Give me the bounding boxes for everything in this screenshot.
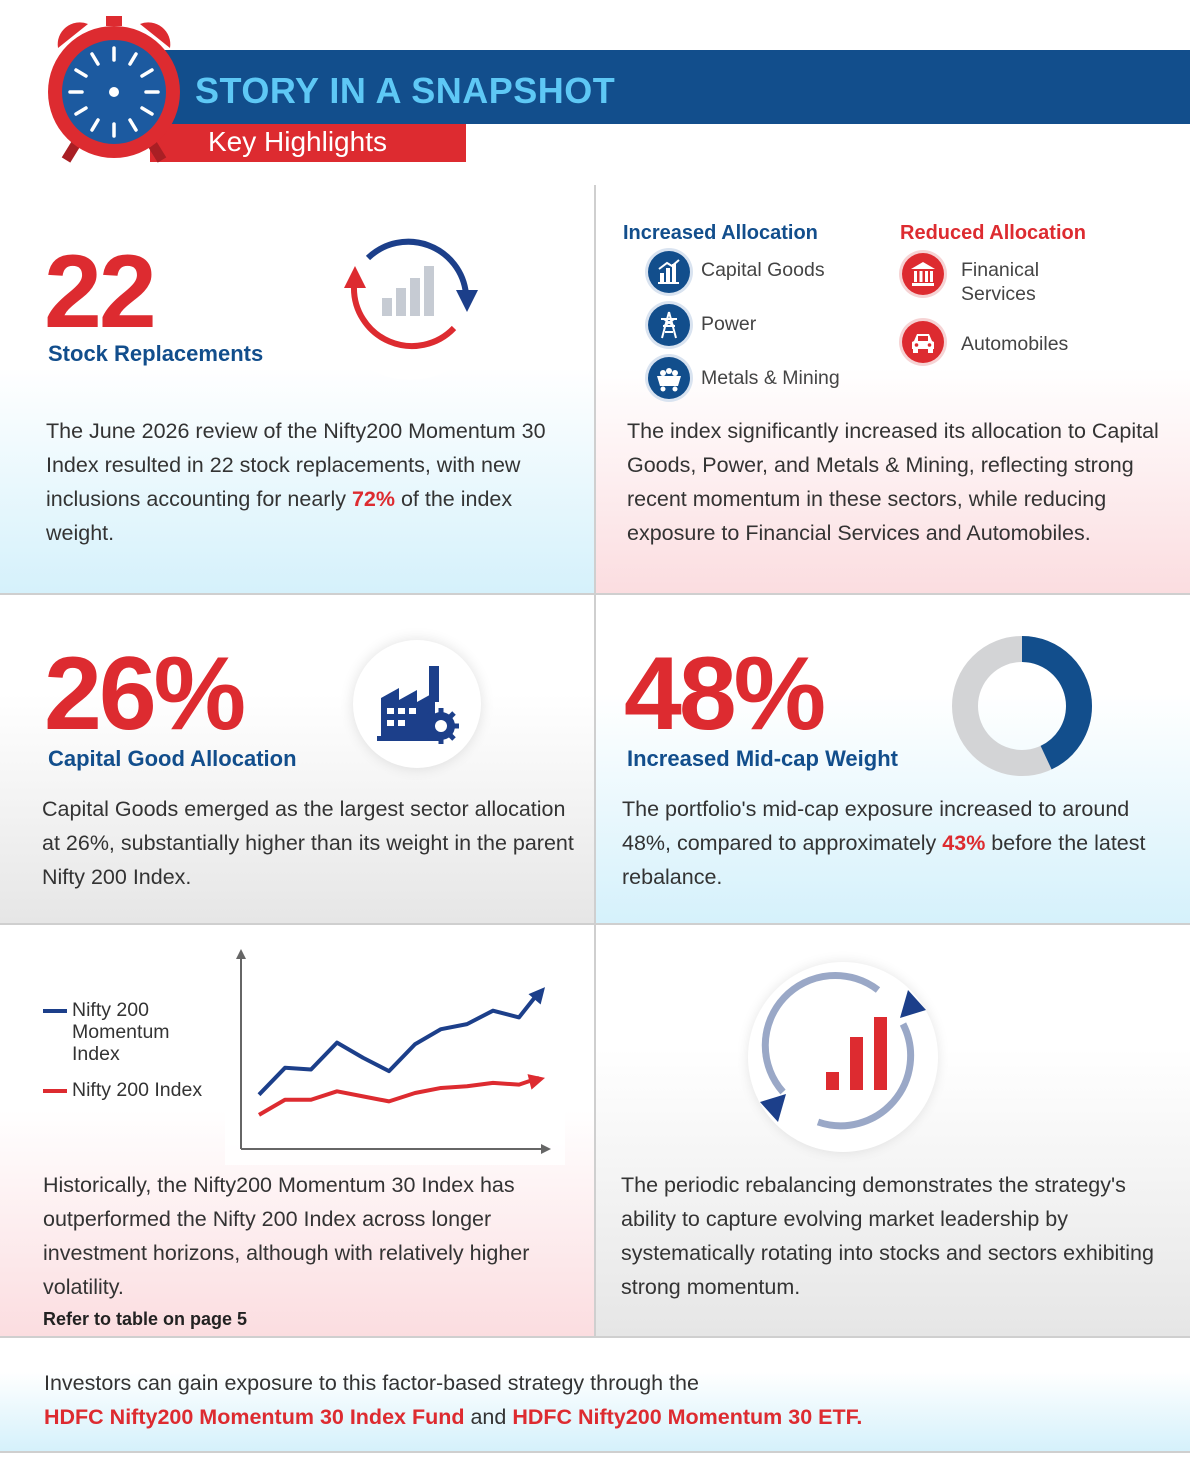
legend-swatch-nifty200 <box>43 1089 67 1093</box>
mining-cart-icon <box>648 357 690 399</box>
series-line-1 <box>257 1075 540 1117</box>
reduced-allocation-title: Reduced Allocation <box>900 222 1086 244</box>
stock-replacements-text: The June 2026 review of the Nifty200 Mom… <box>46 419 546 545</box>
midcap-text: The portfolio's mid-cap exposure increas… <box>622 797 1146 889</box>
stock-replacements-figure: 22 <box>44 234 157 350</box>
panel-midcap <box>596 595 1190 925</box>
page-subtitle: Key Highlights <box>208 126 387 157</box>
rotation-chart-icon <box>344 238 478 350</box>
midcap-label: Increased Mid-cap Weight <box>627 746 898 771</box>
performance-line-chart <box>225 945 565 1165</box>
allocation-text: The index significantly increased its al… <box>627 419 1159 545</box>
reduced-item-label: Automobiles <box>961 333 1069 355</box>
car-icon <box>902 321 944 363</box>
performance-text: Historically, the Nifty200 Momentum 30 I… <box>43 1173 530 1299</box>
panel-allocation <box>596 185 1190 595</box>
midcap-figure: 48% <box>624 636 826 752</box>
reduced-item-label: Finanical Services <box>961 259 1040 305</box>
footer-text: Investors can gain exposure to this fact… <box>44 1371 863 1429</box>
panel-footer <box>0 1338 1190 1453</box>
power-tower-icon <box>648 304 690 346</box>
capital-goods-label: Capital Good Allocation <box>48 746 297 771</box>
series-line-0 <box>257 990 541 1097</box>
etf-link[interactable]: HDFC Nifty200 Momentum 30 ETF. <box>512 1405 863 1429</box>
increased-item-label: Power <box>701 313 757 335</box>
legend-swatch-momentum <box>43 1009 67 1013</box>
stock-replacements-label: Stock Replacements <box>48 341 264 366</box>
bank-icon <box>902 253 944 295</box>
panel-stock-replacements <box>0 185 596 595</box>
series-arrowhead-0 <box>528 987 545 1005</box>
fund-link[interactable]: HDFC Nifty200 Momentum 30 Index Fund <box>44 1405 465 1429</box>
midcap-donut <box>952 636 1092 776</box>
performance-note: Refer to table on page 5 <box>43 1309 248 1329</box>
capital-goods-figure: 26% <box>44 636 246 752</box>
rebalance-circle <box>748 962 938 1152</box>
legend-momentum: Nifty 200 Momentum Index <box>72 999 170 1065</box>
increased-item-label: Capital Goods <box>701 259 825 281</box>
alarm-clock-icon <box>48 16 180 163</box>
subtitle-banner <box>150 124 466 162</box>
y-axis-arrow <box>236 949 246 959</box>
rebalancing-text: The periodic rebalancing demonstrates th… <box>621 1173 1154 1299</box>
factory-icon <box>377 666 459 744</box>
series-arrowhead-1 <box>527 1074 545 1090</box>
legend-nifty200: Nifty 200 Index <box>72 1079 203 1101</box>
rebalance-icon <box>760 971 926 1130</box>
capital-goods-text: Capital Goods emerged as the largest sec… <box>42 797 574 889</box>
bar-chart-icon <box>648 251 690 293</box>
panel-capital-goods <box>0 595 596 925</box>
page-title: STORY IN A SNAPSHOT <box>195 70 616 111</box>
header-banner <box>150 50 1190 124</box>
increased-item-label: Metals & Mining <box>701 367 840 389</box>
x-axis-arrow <box>541 1144 551 1154</box>
increased-allocation-title: Increased Allocation <box>623 222 818 244</box>
